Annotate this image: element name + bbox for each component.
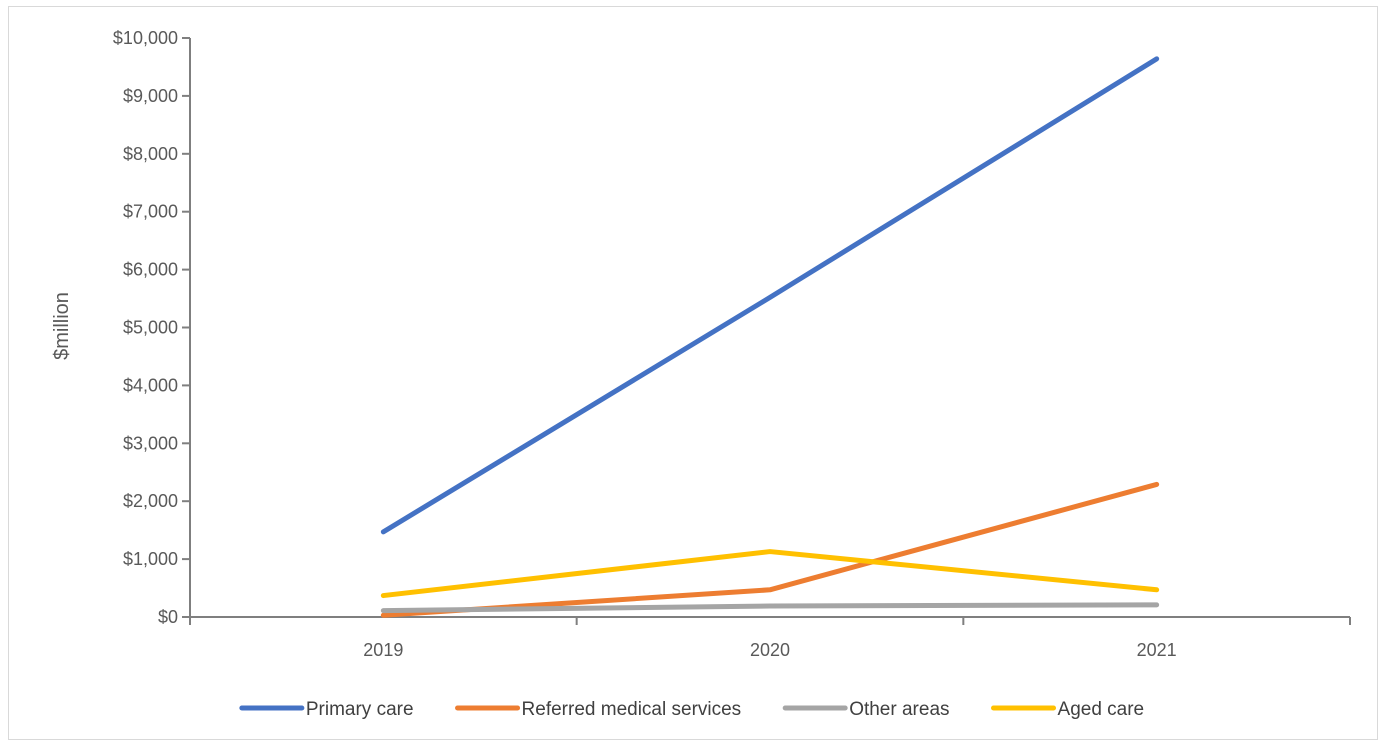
y-tick-label: $1,000 (123, 549, 178, 569)
y-tick-label: $2,000 (123, 491, 178, 511)
y-tick-label: $3,000 (123, 433, 178, 453)
legend: Primary care Referred medical services Oth… (239, 699, 1145, 720)
series-line-primary-care (380, 56, 1160, 535)
legend-label: Referred medical services (522, 699, 742, 720)
legend-label: Other areas (849, 699, 949, 720)
y-tick-label: $4,000 (123, 375, 178, 395)
y-tick-label: $6,000 (123, 260, 178, 280)
y-tick-label: $7,000 (123, 202, 178, 222)
x-tick-label: 2021 (1137, 640, 1177, 660)
y-tick-label: $5,000 (123, 318, 178, 338)
y-tick-label: $9,000 (123, 86, 178, 106)
legend-label: Aged care (1058, 699, 1145, 720)
series-line-other-areas (380, 602, 1160, 614)
x-tick-label: 2020 (750, 640, 790, 660)
series-line-aged-care (380, 549, 1160, 599)
x-axis: 2019 2020 2021 (189, 616, 1351, 660)
y-axis-label: $million (51, 292, 73, 360)
y-axis: $0 $1,000 $2,000 $3,000 $4,000 $5,000 $6,000 $7… (113, 28, 191, 627)
y-tick-label: $0 (158, 607, 178, 627)
series-lines (380, 56, 1160, 618)
y-tick-label: $10,000 (113, 28, 178, 48)
y-tick-label: $8,000 (123, 144, 178, 164)
x-tick-label: 2019 (363, 640, 403, 660)
legend-label: Primary care (306, 699, 414, 720)
